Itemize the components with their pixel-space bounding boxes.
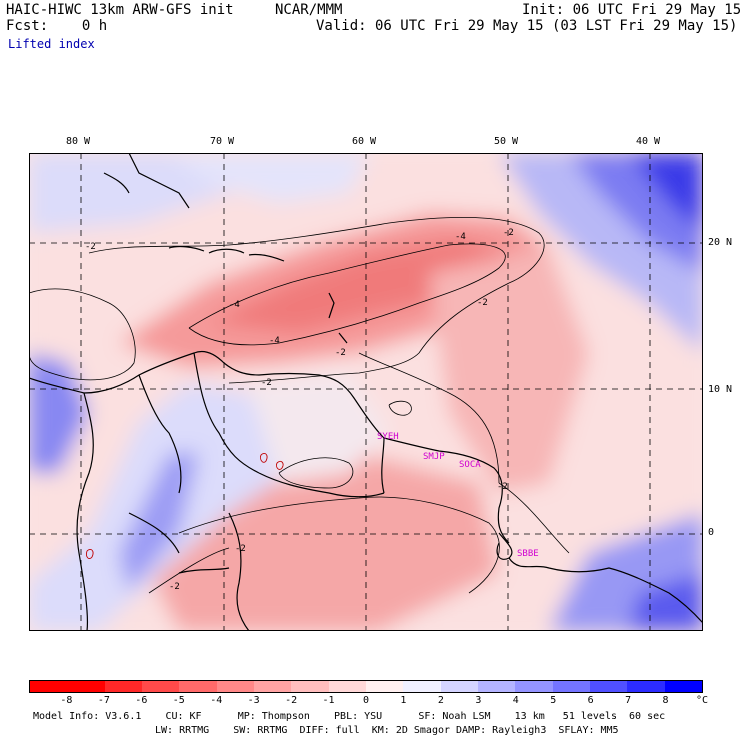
colorbar	[29, 680, 703, 693]
valid-time: Valid: 06 UTC Fri 29 May 15 (03 LST Fri …	[316, 18, 738, 34]
colorbar-labels: -8 -7 -6 -5 -4 -3 -2 -1 0 1 2 3 4 5 6 7 8	[29, 695, 703, 707]
model-info-line2: LW: RRTMG SW: RRTMG DIFF: full KM: 2D Sm…	[155, 725, 619, 736]
colorbar-segment	[589, 681, 628, 692]
colorbar-segment	[440, 681, 478, 692]
model-info-line1: Model Info: V3.6.1 CU: KF MP: Thompson P…	[33, 711, 666, 722]
colorbar-tick-label: 5	[550, 695, 557, 706]
lat-label-equator: 0	[708, 527, 715, 538]
contour-label: -4	[229, 300, 240, 310]
organization-label: NCAR/MMM	[275, 2, 343, 18]
colorbar-segment	[515, 681, 553, 692]
colorbar-tick-label: 6	[587, 695, 594, 706]
colorbar-segment	[104, 681, 142, 692]
contour-label: -2	[261, 378, 272, 388]
colorbar-tick-label: -6	[135, 695, 148, 706]
colorbar-segment	[216, 681, 254, 692]
station-soca: SOCA	[459, 460, 481, 470]
station-smjp: SMJP	[423, 452, 445, 462]
contour-label: -2	[169, 582, 180, 592]
colorbar-segment	[552, 681, 590, 692]
lat-lon-grid	[29, 153, 703, 631]
lon-label-50w: 50 W	[494, 136, 519, 147]
colorbar-segment	[253, 681, 292, 692]
colorbar-segment	[179, 681, 217, 692]
lon-label-70w: 70 W	[210, 136, 235, 147]
colorbar-segment	[477, 681, 516, 692]
station-sbbe: SBBE	[517, 549, 539, 559]
colorbar-segment	[328, 681, 366, 692]
colorbar-tick-label: -1	[322, 695, 335, 706]
colorbar-tick-label: 3	[475, 695, 482, 706]
contour-label: -4	[455, 232, 466, 242]
colorbar-segment	[67, 681, 105, 692]
colorbar-segment	[141, 681, 180, 692]
colorbar-tick-label: -8	[60, 695, 73, 706]
colorbar-tick-label: 7	[625, 695, 632, 706]
init-time: Init: 06 UTC Fri 29 May 15	[522, 2, 740, 18]
contour-label: -4	[269, 336, 280, 346]
lifted-index-map: -2 -4 -4 -4 -2 -2 -2 -2 -2 -2 -2	[29, 153, 703, 631]
colorbar-segment	[403, 681, 441, 692]
colorbar-tick-label: -7	[97, 695, 110, 706]
contour-label: -2	[503, 228, 514, 238]
colorbar-segment	[291, 681, 329, 692]
colorbar-tick-label: 2	[437, 695, 444, 706]
contour-label: -2	[335, 348, 346, 358]
colorbar-unit: °C	[696, 695, 709, 706]
colorbar-segment	[627, 681, 665, 692]
contour-label: -2	[477, 298, 488, 308]
lon-label-80w: 80 W	[66, 136, 91, 147]
coastlines	[29, 153, 703, 631]
contour-label: -2	[85, 242, 96, 252]
contour-label: -2	[497, 482, 508, 492]
colorbar-tick-label: -5	[172, 695, 185, 706]
colorbar-tick-label: 1	[400, 695, 407, 706]
colorbar-tick-label: -2	[285, 695, 298, 706]
colorbar-tick-label: 4	[512, 695, 519, 706]
colorbar-tick-label: -3	[247, 695, 260, 706]
colorbar-tick-label: 8	[662, 695, 669, 706]
lat-label-10n: 10 N	[708, 384, 733, 395]
lon-label-60w: 60 W	[352, 136, 377, 147]
colorbar-segment	[664, 681, 702, 692]
contour-label: -2	[235, 544, 246, 554]
colorbar-segment	[30, 681, 68, 692]
forecast-hour: Fcst: 0 h	[6, 18, 108, 34]
colorbar-segment	[365, 681, 404, 692]
colorbar-tick-label: 0	[362, 695, 370, 706]
field-name: Lifted index	[8, 37, 95, 51]
station-syeh: SYEH	[377, 432, 399, 442]
model-title: HAIC-HIWC 13km ARW-GFS init	[6, 2, 234, 18]
colorbar-tick-label: -4	[210, 695, 223, 706]
lon-label-40w: 40 W	[636, 136, 661, 147]
lat-label-20n: 20 N	[708, 237, 733, 248]
